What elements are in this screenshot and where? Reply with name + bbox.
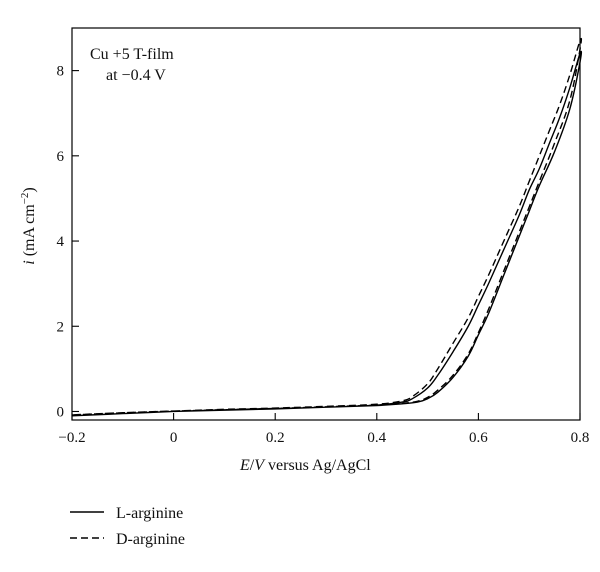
plot-frame (71, 27, 581, 421)
series-line-l-arginine (71, 50, 583, 417)
y-axis-label-i: i (21, 260, 38, 264)
x-axis-label: E/V versus Ag/AgCl (239, 457, 371, 474)
x-tick-label: 0 (170, 430, 178, 446)
y-tick-label: 0 (57, 404, 65, 420)
y-axis-label-exp: −2 (19, 193, 31, 205)
y-tick-label: 8 (57, 64, 65, 80)
y-axis-label-open: (mA cm (21, 204, 38, 261)
y-tick-label: 2 (57, 319, 65, 335)
ticks: −0.2 0 0.2 0.4 0.6 0.8 0 2 4 6 8 (57, 64, 590, 446)
y-axis-label-close: ) (21, 187, 38, 192)
series-line-d-arginine (71, 37, 583, 416)
x-tick-label: 0.6 (469, 430, 488, 446)
x-tick-label: 0.2 (266, 430, 285, 446)
x-tick-label: −0.2 (58, 430, 85, 446)
legend: L-arginine D-arginine (70, 505, 185, 548)
legend-label-l-arginine: L-arginine (116, 505, 183, 522)
x-tick-label: 0.8 (571, 430, 590, 446)
annotation-line-2: at −0.4 V (106, 67, 166, 84)
x-axis-label-rest: versus Ag/AgCl (264, 457, 371, 474)
y-tick-label: 4 (57, 234, 65, 250)
x-tick-label: 0.4 (367, 430, 386, 446)
y-tick-label: 6 (57, 149, 65, 165)
x-axis-label-e: E (239, 457, 250, 474)
series-layer (71, 37, 583, 417)
y-axis-label: i (mA cm−2) (19, 187, 38, 265)
legend-label-d-arginine: D-arginine (116, 531, 185, 548)
x-axis-label-slash: / (250, 457, 255, 474)
x-axis-label-v: V (254, 457, 266, 474)
annotation-line-1: Cu +5 T-film (90, 46, 174, 63)
